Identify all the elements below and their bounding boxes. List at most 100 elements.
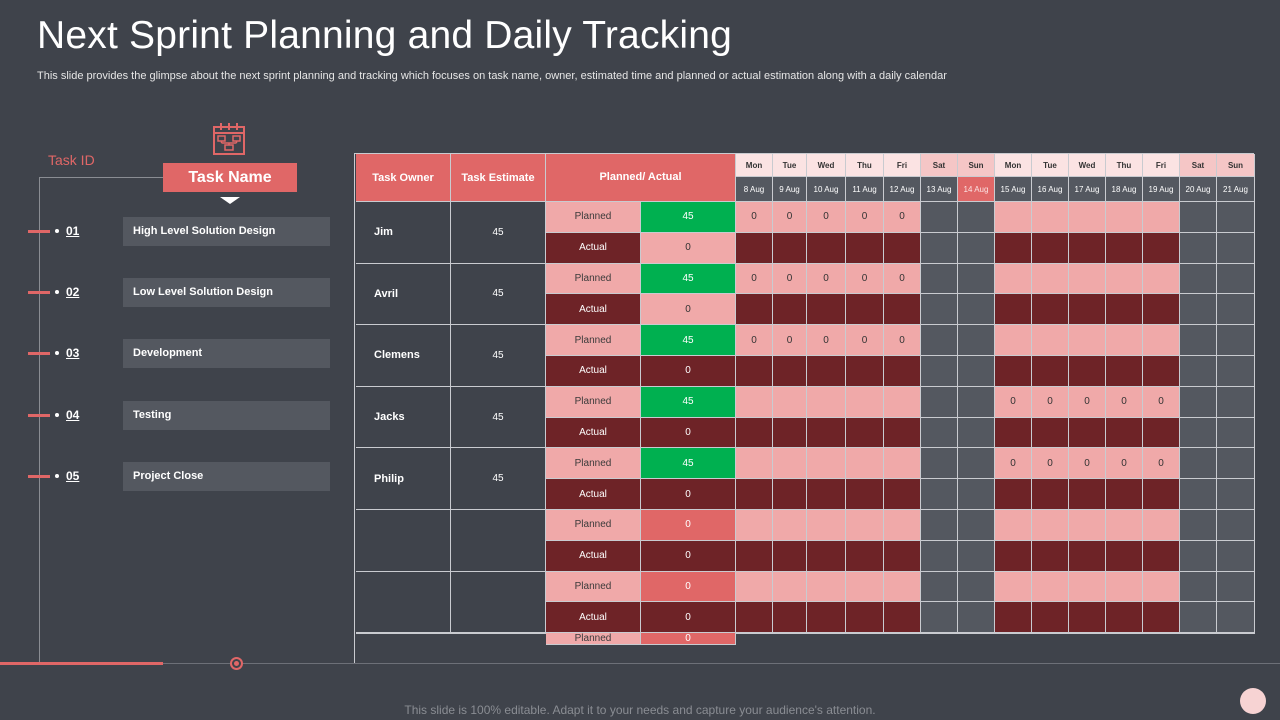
planned-day-cell: [921, 448, 958, 480]
actual-day-cell: [846, 479, 884, 510]
task-estimate-cell: 45: [451, 448, 546, 510]
actual-day-cell: [1069, 356, 1106, 387]
planned-day-cell: [921, 325, 958, 356]
actual-day-cell: [1069, 417, 1106, 449]
day-header: Wed: [807, 154, 846, 177]
task-id[interactable]: 05: [66, 469, 80, 483]
planned-day-cell: [1180, 202, 1217, 233]
planned-day-cell: [1180, 510, 1217, 541]
planned-day-cell: [1069, 202, 1106, 233]
task-owner-cell: [356, 633, 451, 635]
actual-day-cell: [921, 356, 958, 387]
planned-day-cell: 0: [773, 263, 807, 295]
actual-day-cell: [1069, 602, 1106, 634]
actual-day-cell: [884, 417, 921, 449]
planned-day-cell: [1217, 263, 1255, 295]
date-header: 18 Aug: [1106, 177, 1143, 202]
task-estimate-cell: 45: [451, 386, 546, 449]
actual-day-cell: [846, 540, 884, 572]
planned-day-cell: [1032, 325, 1069, 356]
task-name: High Level Solution Design: [123, 217, 330, 246]
actual-day-cell: [1106, 417, 1143, 449]
task-id[interactable]: 03: [66, 346, 80, 360]
task-estimate-cell: [451, 633, 546, 635]
planned-day-cell: [1180, 325, 1217, 356]
planned-day-cell: [807, 386, 846, 418]
actual-day-cell: [1069, 479, 1106, 510]
planned-day-cell: [1180, 633, 1217, 635]
planned-day-cell: 0: [773, 202, 807, 233]
task-owner-cell: Philip: [356, 448, 451, 510]
actual-day-cell: [1180, 294, 1217, 326]
planned-day-cell: [1069, 571, 1106, 603]
task-name: Development: [123, 339, 330, 368]
calendar-icon: [213, 123, 245, 155]
planned-day-cell: [1217, 325, 1255, 356]
planned-day-cell: [807, 448, 846, 480]
actual-day-cell: [736, 356, 773, 387]
task-id[interactable]: 02: [66, 285, 80, 299]
date-header: 19 Aug: [1143, 177, 1180, 202]
actual-day-cell: [807, 602, 846, 634]
planned-value-cell: 45: [641, 202, 736, 233]
planned-day-cell: [773, 571, 807, 603]
planned-day-cell: [1180, 448, 1217, 480]
actual-day-cell: [1032, 356, 1069, 387]
task-dash: [28, 475, 50, 478]
actual-value-cell: 0: [641, 602, 736, 634]
bottom-divider: [0, 663, 1280, 664]
task-id[interactable]: 04: [66, 408, 80, 422]
planned-day-cell: [1217, 571, 1255, 603]
timeline-vertical-line: [39, 177, 40, 663]
task-dash: [28, 414, 50, 417]
actual-label-cell: Actual: [546, 294, 641, 326]
task-estimate-cell: 45: [451, 263, 546, 326]
actual-day-cell: [921, 479, 958, 510]
planned-value-cell: 0: [641, 571, 736, 603]
day-header: Mon: [736, 154, 773, 177]
day-header: Sat: [921, 154, 958, 177]
actual-day-cell: [773, 479, 807, 510]
task-owner-cell: Jacks: [356, 386, 451, 449]
planned-value-cell: 45: [641, 263, 736, 295]
task-row: 01 High Level Solution Design: [28, 217, 330, 246]
actual-day-cell: [736, 294, 773, 326]
actual-day-cell: [736, 602, 773, 634]
planned-value-cell: 45: [641, 448, 736, 480]
footer-text: This slide is 100% editable. Adapt it to…: [404, 703, 876, 717]
actual-day-cell: [958, 232, 995, 264]
actual-day-cell: [1180, 232, 1217, 264]
task-estimate-cell: [451, 571, 546, 634]
actual-day-cell: [1180, 356, 1217, 387]
actual-value-cell: 0: [641, 417, 736, 449]
task-owner-cell: [356, 510, 451, 572]
actual-day-cell: [995, 356, 1032, 387]
actual-day-cell: [807, 294, 846, 326]
planned-day-cell: [958, 571, 995, 603]
planned-day-cell: 0: [1069, 386, 1106, 418]
actual-day-cell: [1143, 540, 1180, 572]
planned-day-cell: [958, 263, 995, 295]
day-header: Mon: [995, 154, 1032, 177]
actual-day-cell: [1143, 417, 1180, 449]
planned-day-cell: [1217, 386, 1255, 418]
planned-day-cell: 0: [736, 325, 773, 356]
actual-day-cell: [1217, 417, 1255, 449]
bottom-knob: [230, 657, 243, 670]
planned-day-cell: [1069, 325, 1106, 356]
planned-day-cell: [995, 571, 1032, 603]
planned-day-cell: 0: [807, 263, 846, 295]
actual-day-cell: [1032, 232, 1069, 264]
planned-day-cell: [1032, 263, 1069, 295]
actual-day-cell: [1069, 232, 1106, 264]
date-header: 15 Aug: [995, 177, 1032, 202]
date-header: 10 Aug: [807, 177, 846, 202]
planned-day-cell: [736, 448, 773, 480]
task-id[interactable]: 01: [66, 224, 80, 238]
actual-day-cell: [1180, 479, 1217, 510]
date-header: 16 Aug: [1032, 177, 1069, 202]
actual-day-cell: [1069, 294, 1106, 326]
planned-day-cell: [958, 325, 995, 356]
actual-day-cell: [773, 540, 807, 572]
planned-label-cell: Planned: [546, 386, 641, 418]
